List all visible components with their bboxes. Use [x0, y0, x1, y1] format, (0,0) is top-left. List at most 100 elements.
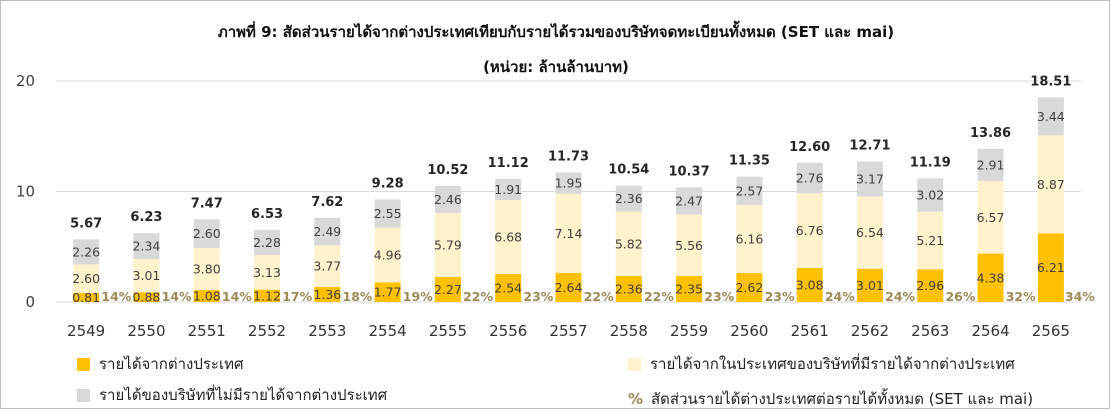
x-tick-label: 2564 [971, 322, 1009, 340]
bar-segment [314, 217, 341, 246]
x-tick-label: 2555 [429, 322, 467, 340]
data-label: 0.81 [72, 290, 100, 305]
x-tick-label: 2560 [730, 322, 768, 340]
total-label: 11.35 [729, 154, 770, 169]
legend-label-share: สัดส่วนรายได้ต่างประเทศต่อรายได้ทั้งหมด … [651, 390, 1034, 408]
bar-segment [615, 275, 642, 302]
bar-segment [856, 196, 883, 269]
legend-item-nonforeign: รายได้ของบริษัทที่ไม่มีรายได้จากต่างประเ… [77, 383, 387, 407]
data-label: 2.60 [193, 226, 221, 241]
share-label: 14% [222, 289, 252, 304]
x-tick-label: 2551 [188, 322, 226, 340]
x-tick-label: 2565 [1032, 322, 1070, 340]
bar-segment [374, 227, 401, 283]
bar-segment [555, 272, 582, 302]
x-tick-label: 2559 [670, 322, 708, 340]
bar-segment [917, 178, 944, 212]
total-label: 10.52 [427, 163, 468, 178]
bar-segment [314, 286, 341, 302]
bar-segment [615, 185, 642, 212]
data-label: 6.68 [494, 230, 522, 245]
legend-item-domestic: รายได้จากในประเทศของบริษัทที่มีรายได้จาก… [628, 352, 1015, 376]
data-label: 2.64 [555, 280, 583, 295]
data-label: 3.17 [856, 171, 884, 186]
data-label: 2.76 [796, 171, 824, 186]
share-label: 22% [584, 289, 614, 304]
data-label: 2.49 [313, 224, 341, 239]
data-label: 3.13 [253, 265, 281, 280]
bar-segment [736, 273, 763, 302]
legend-label-nonforeign: รายได้ของบริษัทที่ไม่มีรายได้จากต่างประเ… [99, 386, 388, 404]
x-tick-label: 2558 [610, 322, 648, 340]
bar-segment [73, 264, 100, 294]
share-label: 23% [765, 289, 795, 304]
share-label: 24% [825, 289, 855, 304]
legend-swatch-foreign [77, 357, 90, 371]
bar-segment [73, 293, 100, 302]
total-label: 12.60 [789, 140, 830, 155]
total-label: 12.71 [849, 138, 890, 153]
bar-segment [374, 282, 401, 302]
data-label: 2.46 [434, 192, 462, 207]
bar-segment [977, 148, 1004, 182]
data-label: 1.91 [494, 182, 522, 197]
bar-segment [193, 290, 220, 302]
y-tick-label: 20 [16, 72, 35, 90]
data-label: 0.88 [133, 290, 161, 305]
data-label: 5.79 [434, 237, 462, 252]
data-label: 2.57 [735, 183, 763, 198]
bar-segment [917, 211, 944, 270]
bar-segment [254, 289, 281, 302]
x-tick-label: 2554 [369, 322, 407, 340]
bar-segment [856, 161, 883, 197]
legend-swatch-nonforeign [77, 388, 90, 402]
total-label: 13.86 [970, 126, 1011, 141]
bar-segment [133, 233, 160, 260]
data-label: 2.54 [494, 280, 522, 295]
share-label: 22% [644, 289, 674, 304]
total-label: 6.23 [130, 210, 162, 225]
total-label: 11.19 [910, 155, 951, 170]
data-label: 1.95 [555, 176, 583, 191]
data-label: 2.26 [72, 244, 100, 259]
bar-segment [434, 276, 461, 302]
data-label: 2.28 [253, 235, 281, 250]
data-label: 6.76 [796, 223, 824, 238]
data-label: 2.91 [977, 157, 1005, 172]
legend-label-domestic: รายได้จากในประเทศของบริษัทที่มีรายได้จาก… [650, 355, 1015, 373]
share-label: 26% [945, 289, 975, 304]
data-label: 6.57 [977, 210, 1005, 225]
x-axis: 2549 2550 2551 2552 2553 2554 2555 2556 2557 2558… [67, 322, 1070, 340]
y-tick-label: 0 [25, 293, 35, 311]
bar-segment [977, 181, 1004, 254]
data-label: 5.21 [916, 233, 944, 248]
x-tick-label: 2557 [549, 322, 587, 340]
data-label: 3.01 [133, 268, 161, 283]
share-label: 22% [463, 289, 493, 304]
share-label: 32% [1006, 289, 1036, 304]
bar-segment [314, 245, 341, 287]
bar-segment [434, 185, 461, 213]
bar-segment [495, 179, 522, 201]
data-label: 3.01 [856, 278, 884, 293]
share-label: 14% [101, 289, 131, 304]
total-label: 7.47 [191, 196, 223, 211]
total-label: 10.37 [669, 164, 710, 179]
bar-segment [796, 162, 823, 194]
bar-segment [977, 253, 1004, 302]
share-label: 17% [282, 289, 312, 304]
bar-segment [1037, 135, 1064, 234]
data-label: 2.96 [916, 278, 944, 293]
share-label: 23% [704, 289, 734, 304]
share-label: 24% [885, 289, 915, 304]
x-tick-label: 2562 [851, 322, 889, 340]
bar-segment [676, 187, 703, 215]
data-label: 6.21 [1037, 260, 1065, 275]
bar-segment [856, 268, 883, 302]
bar-segment [796, 267, 823, 302]
data-label: 2.55 [374, 206, 402, 221]
share-label: 18% [343, 289, 373, 304]
x-tick-label: 2563 [911, 322, 949, 340]
